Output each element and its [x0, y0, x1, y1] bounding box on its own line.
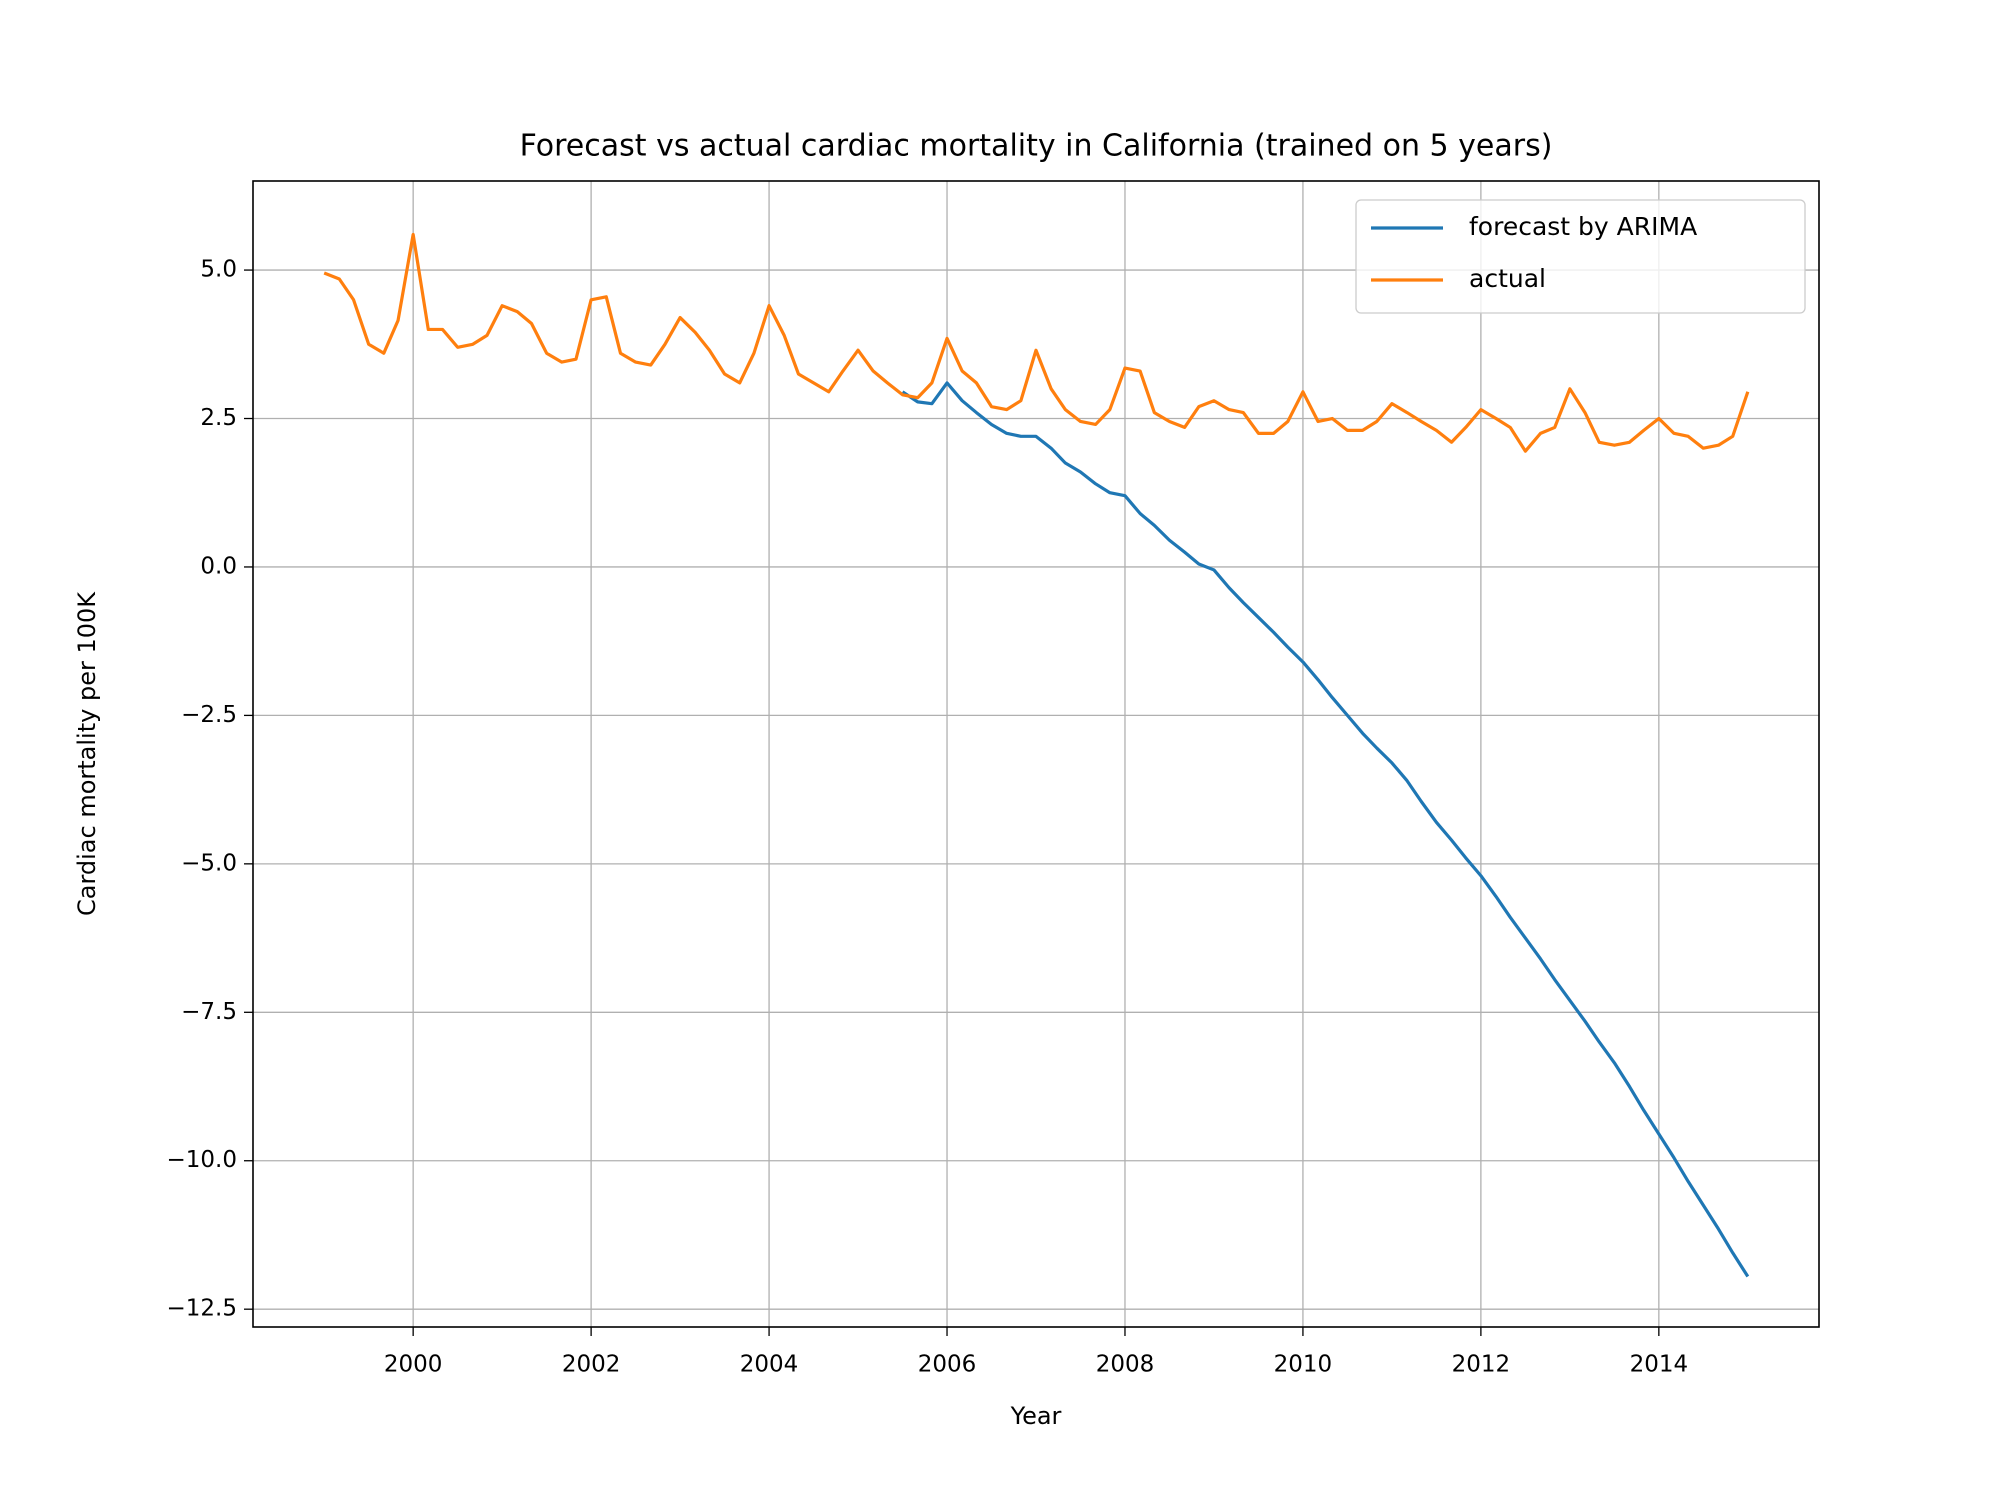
x-tick-label: 2004 [740, 1352, 799, 1378]
y-tick-label: −2.5 [181, 702, 237, 728]
y-tick-label: −5.0 [181, 850, 237, 876]
line-series [901, 381, 1750, 1278]
x-tick-label: 2006 [918, 1352, 977, 1378]
x-tick-label: 2000 [384, 1352, 443, 1378]
line-series [323, 232, 1750, 453]
axes-frame [252, 180, 1820, 1328]
y-tick-label: −7.5 [181, 999, 237, 1025]
chart-title: Forecast vs actual cardiac mortality in … [520, 129, 1553, 164]
y-axis-label: Cardiac mortality per 100K [73, 591, 101, 916]
y-tick-label: 5.0 [200, 257, 237, 283]
x-tick-label: 2014 [1630, 1352, 1689, 1378]
y-tick-label: −10.0 [167, 1147, 237, 1173]
x-tick-label: 2012 [1452, 1352, 1511, 1378]
legend-box [1355, 199, 1806, 314]
y-tick-label: 0.0 [200, 553, 237, 579]
legend-label: actual [1469, 264, 1546, 293]
legend-label: forecast by ARIMA [1469, 212, 1697, 241]
x-tick-label: 2002 [562, 1352, 621, 1378]
x-tick-label: 2008 [1096, 1352, 1155, 1378]
x-axis-label: Year [1010, 1402, 1062, 1430]
x-tick-label: 2010 [1274, 1352, 1333, 1378]
y-tick-label: 2.5 [200, 405, 237, 431]
y-tick-label: −12.5 [167, 1296, 237, 1322]
